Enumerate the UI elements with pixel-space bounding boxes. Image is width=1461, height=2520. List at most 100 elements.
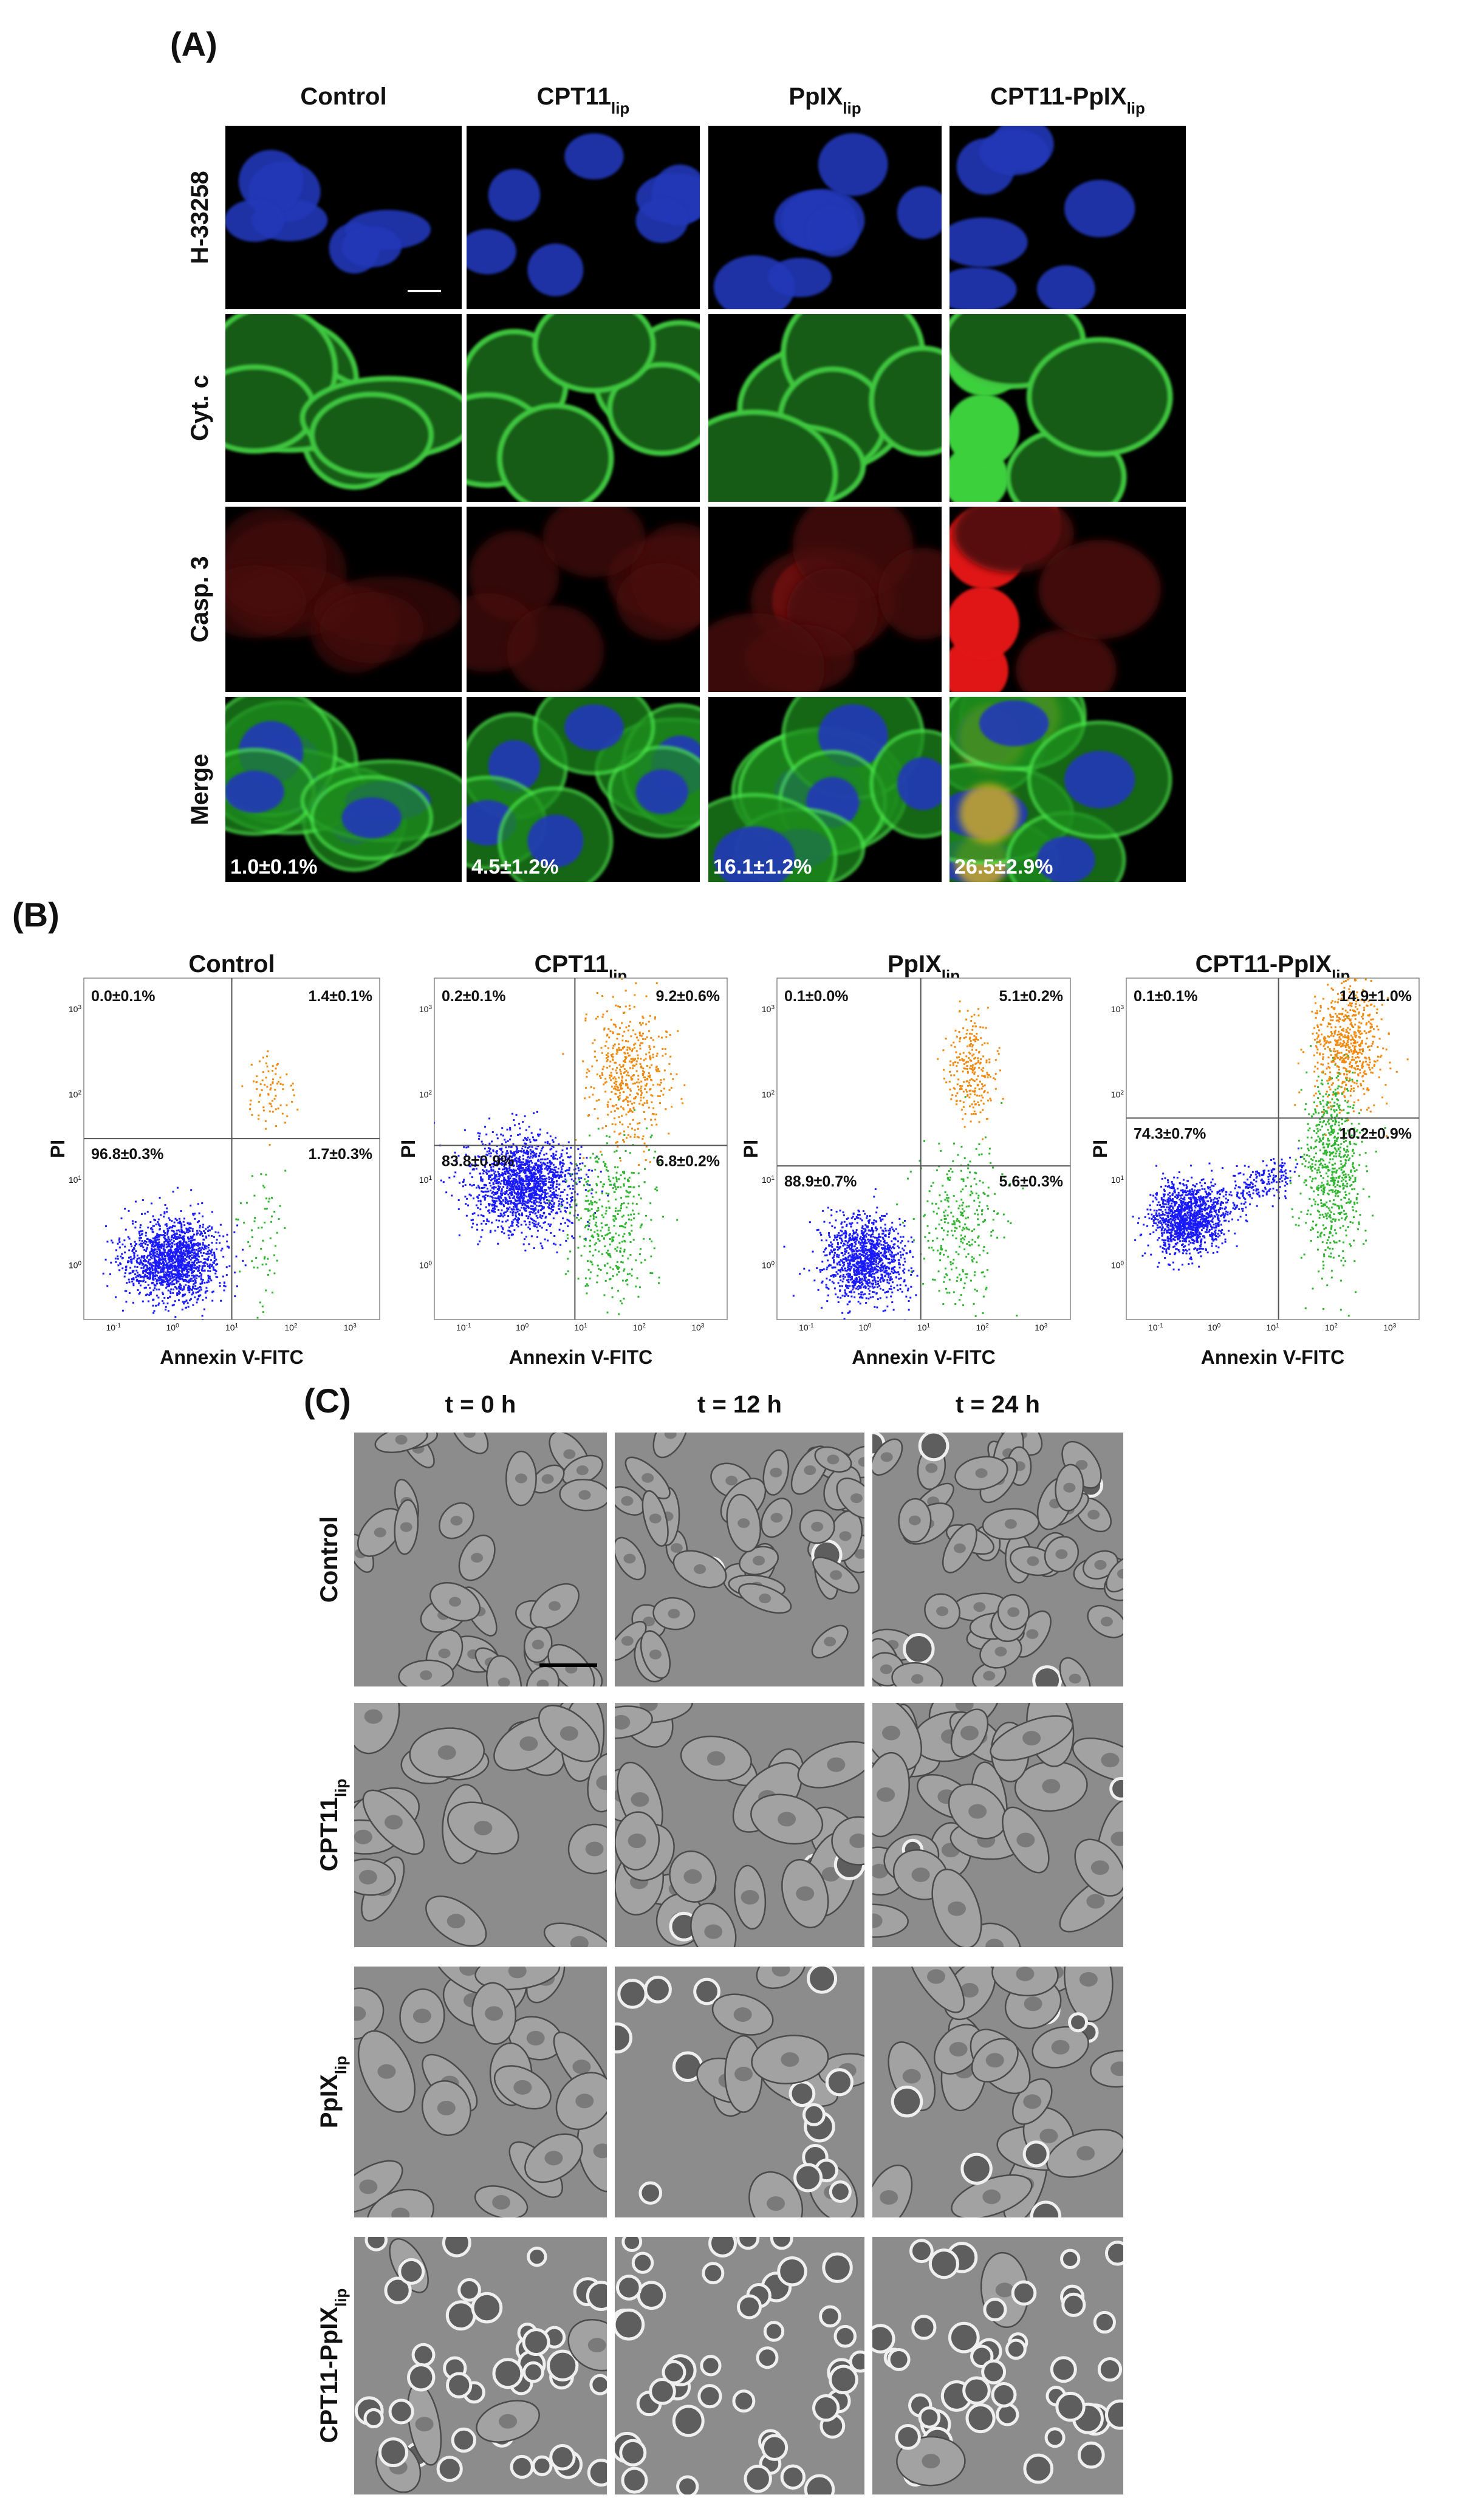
event-dot (196, 1288, 198, 1290)
event-dot (850, 1223, 852, 1225)
event-dot (657, 1282, 660, 1284)
event-dot (176, 1233, 178, 1235)
event-dot (162, 1257, 164, 1259)
event-dot (881, 1214, 883, 1217)
event-dot (629, 1135, 632, 1138)
event-dot (584, 1017, 587, 1019)
event-dot (134, 1227, 137, 1229)
event-dot (651, 1134, 653, 1137)
event-dot (613, 1117, 615, 1120)
event-dot (840, 1296, 842, 1299)
event-dot (643, 1150, 645, 1152)
event-dot (629, 1233, 631, 1236)
event-dot (171, 1230, 173, 1232)
event-dot (617, 1186, 619, 1188)
event-dot (537, 1197, 539, 1200)
event-dot (585, 1180, 587, 1183)
event-dot (541, 1214, 544, 1217)
event-dot (489, 1231, 491, 1234)
event-dot (533, 1190, 536, 1193)
event-dot (603, 1029, 606, 1031)
event-dot (898, 1273, 900, 1276)
event-dot (157, 1304, 160, 1306)
event-dot (187, 1287, 190, 1289)
event-dot (847, 1278, 850, 1281)
event-dot (275, 1067, 277, 1070)
event-dot (186, 1244, 188, 1246)
event-dot (492, 1182, 494, 1184)
event-dot (181, 1259, 183, 1262)
event-dot (188, 1256, 191, 1259)
nucleus (564, 704, 624, 751)
event-dot (564, 1178, 567, 1180)
event-dot (166, 1263, 169, 1265)
event-dot (147, 1261, 149, 1264)
event-dot (197, 1291, 199, 1293)
label-sub: lip (843, 99, 861, 117)
event-dot (197, 1242, 199, 1244)
tick-label: 101 (574, 1323, 587, 1333)
event-dot (592, 1042, 594, 1044)
event-dot (484, 1126, 487, 1128)
event-dot (556, 1183, 558, 1185)
event-dot (570, 1146, 572, 1149)
event-dot (515, 1219, 518, 1221)
event-dot (609, 1256, 612, 1258)
event-dot (569, 1173, 571, 1176)
nucleus (564, 133, 624, 180)
event-dot (621, 1046, 624, 1049)
event-dot (185, 1259, 188, 1261)
event-dot (180, 1225, 183, 1228)
event-dot (642, 1073, 644, 1076)
event-dot (262, 1071, 264, 1073)
event-dot (638, 1021, 641, 1024)
event-dot (628, 1074, 630, 1077)
row-label: Casp. 3 (186, 556, 213, 642)
event-dot (662, 1055, 664, 1057)
label-main: PpIX (789, 83, 843, 110)
event-dot (874, 1286, 876, 1289)
event-dot (640, 1085, 643, 1087)
event-dot (629, 1185, 632, 1188)
event-dot (527, 1201, 530, 1204)
event-dot (175, 1248, 177, 1250)
label: Control (188, 951, 275, 978)
event-dot (497, 1242, 499, 1245)
event-dot (606, 1262, 609, 1265)
event-dot (595, 1191, 598, 1194)
event-dot (620, 1205, 622, 1207)
event-dot (498, 1174, 501, 1177)
nucleus (818, 133, 888, 196)
event-dot (167, 1289, 169, 1292)
event-dot (626, 1100, 629, 1102)
event-dot (515, 1180, 517, 1182)
event-dot (139, 1259, 142, 1261)
event-dot (605, 1207, 607, 1209)
event-dot (617, 1290, 620, 1292)
event-dot (637, 1295, 640, 1298)
event-dot (527, 1182, 529, 1185)
event-dot (207, 1258, 209, 1260)
event-dot (588, 1070, 590, 1072)
event-dot (535, 1164, 538, 1166)
event-dot (505, 1167, 507, 1169)
event-dot (841, 1230, 843, 1233)
event-dot (851, 1256, 854, 1258)
event-dot (586, 1195, 588, 1197)
event-dot (623, 1068, 626, 1070)
event-dot (624, 1226, 626, 1228)
event-dot (626, 1086, 629, 1089)
event-dot (511, 1191, 513, 1194)
event-dot (630, 1035, 632, 1038)
event-dot (179, 1283, 181, 1286)
event-dot (139, 1284, 142, 1287)
event-dot (496, 1190, 499, 1193)
label-main: CPT11 (537, 83, 611, 110)
event-dot (621, 1075, 623, 1078)
event-dot (201, 1202, 204, 1205)
event-dot (530, 1188, 533, 1190)
event-dot (507, 1202, 510, 1205)
event-dot (525, 1159, 528, 1162)
event-dot (527, 1151, 530, 1153)
event-dot (471, 1176, 473, 1179)
